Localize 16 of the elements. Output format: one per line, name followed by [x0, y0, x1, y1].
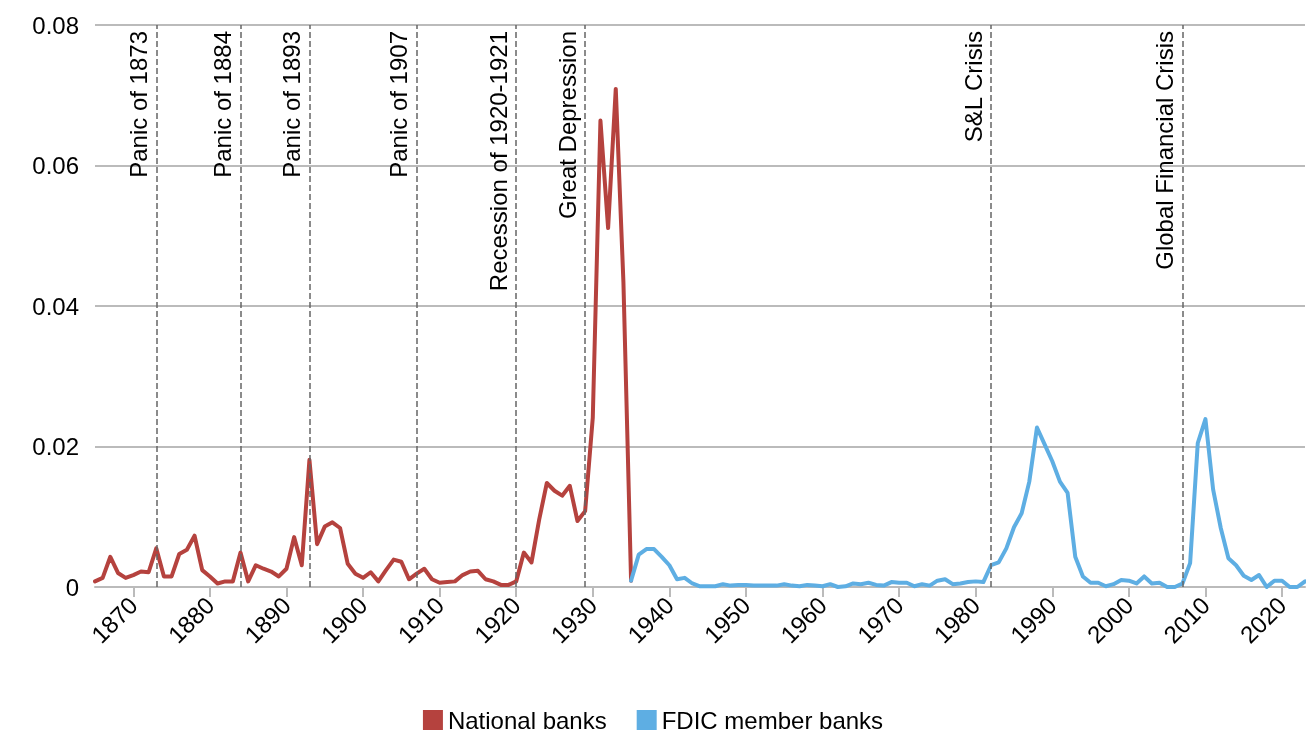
legend-label: National banks: [447, 706, 607, 734]
ref-line-label: Panic of 1873: [124, 31, 152, 178]
ref-line-label: Great Depression: [553, 31, 581, 220]
ref-line-label: Global Financial Crisis: [1150, 31, 1178, 270]
y-tick-label: 0.04: [32, 292, 79, 320]
y-tick-label: 0: [65, 573, 79, 601]
line-series: [629, 417, 1306, 589]
legend-label: FDIC member banks: [661, 706, 884, 734]
ref-line-label: Panic of 1907: [385, 31, 413, 178]
y-tick-label: 0.06: [32, 152, 79, 179]
ref-line-label: Recession of 1920-1921: [484, 31, 512, 292]
ref-line-label: Panic of 1893: [277, 31, 305, 178]
y-tick-label: 0.08: [32, 11, 79, 39]
ref-line-label: S&L Crisis: [959, 31, 987, 143]
y-tick-label: 0.02: [32, 433, 79, 460]
ref-line-label: Panic of 1884: [209, 31, 237, 178]
